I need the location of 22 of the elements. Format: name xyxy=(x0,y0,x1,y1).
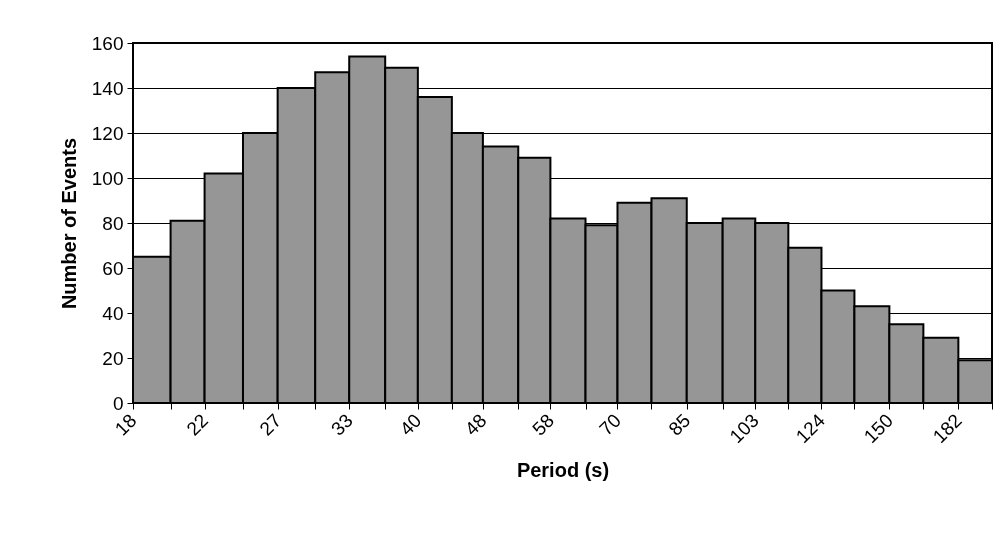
y-tick-label: 40 xyxy=(102,302,124,324)
x-tick-label: 70 xyxy=(595,409,626,440)
y-tick-label: 120 xyxy=(91,122,124,144)
x-tick-label: 150 xyxy=(859,409,897,447)
y-tick-label: 140 xyxy=(91,77,124,99)
x-tick-label: 182 xyxy=(928,409,966,447)
y-tick-label: 100 xyxy=(91,167,124,189)
x-tick-label: 27 xyxy=(255,409,286,440)
x-tick-label: 48 xyxy=(460,409,491,440)
y-tick-label: 160 xyxy=(91,32,124,54)
x-tick-label: 33 xyxy=(327,409,357,440)
x-axis-title: Period (s) xyxy=(516,458,610,481)
y-axis-title: Number of Events xyxy=(57,137,80,310)
x-tick-label: 22 xyxy=(182,409,213,440)
y-tick-label: 80 xyxy=(102,212,124,234)
y-tick-label: 20 xyxy=(102,347,124,369)
x-tick-label: 124 xyxy=(791,409,830,447)
y-tick-label: 60 xyxy=(102,257,124,279)
x-tick-label: 58 xyxy=(528,409,558,440)
x-tick-label: 40 xyxy=(395,409,426,440)
x-tick-label: 85 xyxy=(664,409,695,440)
x-tick-label: 103 xyxy=(725,409,763,447)
